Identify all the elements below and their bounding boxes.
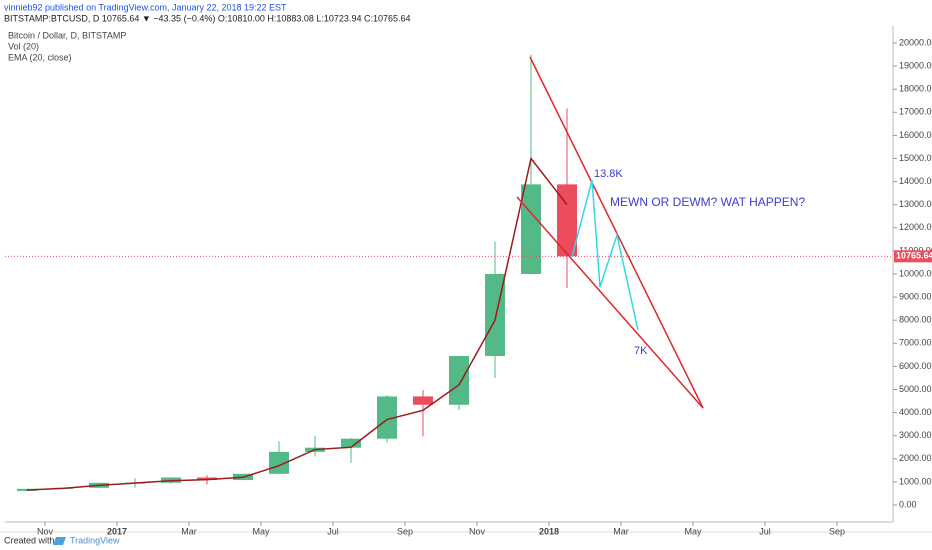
candle-body (413, 396, 433, 405)
y-tick-label: 0.00 (899, 499, 917, 509)
y-tick-label: 7000.00 (899, 338, 932, 348)
header-published: vinnieb92 published on TradingView.com, … (4, 2, 287, 12)
x-tick-label: May (684, 526, 702, 536)
x-tick-label: Nov (469, 526, 486, 536)
annotation: MEWN OR DEWM? WAT HAPPEN? (610, 195, 805, 209)
indicator-label: Vol (20) (8, 41, 39, 51)
x-tick-label: Sep (829, 526, 845, 536)
y-tick-label: 16000.00 (899, 130, 932, 140)
y-tick-label: 6000.00 (899, 361, 932, 371)
y-tick-label: 4000.00 (899, 407, 932, 417)
x-tick-label: Jul (759, 526, 771, 536)
y-tick-label: 20000.00 (899, 37, 932, 47)
x-tick-label: Mar (613, 526, 629, 536)
x-tick-label: May (252, 526, 270, 536)
y-tick-label: 19000.00 (899, 60, 932, 70)
y-tick-label: 18000.00 (899, 84, 932, 94)
header-quote: BITSTAMP:BTCUSD, D 10765.64 ▼ −43.35 (−0… (4, 13, 411, 23)
y-tick-label: 13000.00 (899, 199, 932, 209)
y-tick-label: 1000.00 (899, 476, 932, 486)
y-tick-label: 2000.00 (899, 453, 932, 463)
drawings: 13.8K MEWN OR DEWM? WAT HAPPEN? 7K (516, 56, 805, 409)
candle-body (521, 184, 541, 274)
x-tick-label: Jul (327, 526, 339, 536)
brand-logo (53, 537, 66, 545)
trend-line (516, 196, 704, 409)
projection-path (571, 179, 639, 331)
ema-line (26, 156, 568, 491)
x-tick-label: 2017 (107, 526, 127, 536)
y-tick-label: 14000.00 (899, 176, 932, 186)
y-tick-label: 17000.00 (899, 107, 932, 117)
y-tick-label: 11000.00 (899, 245, 932, 255)
y-tick-label: 8000.00 (899, 315, 932, 325)
annotation: 7K (634, 345, 648, 357)
y-tick-label: 3000.00 (899, 430, 932, 440)
y-tick-label: 12000.00 (899, 222, 932, 232)
candle-body (557, 184, 577, 257)
x-tick-label: Nov (37, 526, 54, 536)
footer-text: Created with (4, 535, 55, 545)
footer-brand: TradingView (70, 535, 120, 545)
last-price-label: 10765.64 (896, 251, 932, 261)
indicator-label: EMA (20, close) (8, 52, 72, 62)
y-tick-label: 15000.00 (899, 153, 932, 163)
chart-title: Bitcoin / Dollar, D, BITSTAMP (8, 30, 126, 40)
last-price-box (894, 250, 932, 263)
candle-body (269, 451, 289, 474)
x-tick-label: Sep (397, 526, 413, 536)
y-tick-label: 5000.00 (899, 384, 932, 394)
candle-body (449, 356, 469, 405)
x-tick-label: Mar (181, 526, 197, 536)
y-tick-label: 10000.00 (899, 268, 932, 278)
trend-line (529, 56, 704, 409)
candle-body (197, 477, 217, 481)
x-tick-label: 2018 (539, 526, 559, 536)
annotation: 13.8K (594, 168, 623, 180)
candle-body (377, 396, 397, 439)
y-tick-label: 9000.00 (899, 291, 932, 301)
candle-body (341, 438, 361, 448)
